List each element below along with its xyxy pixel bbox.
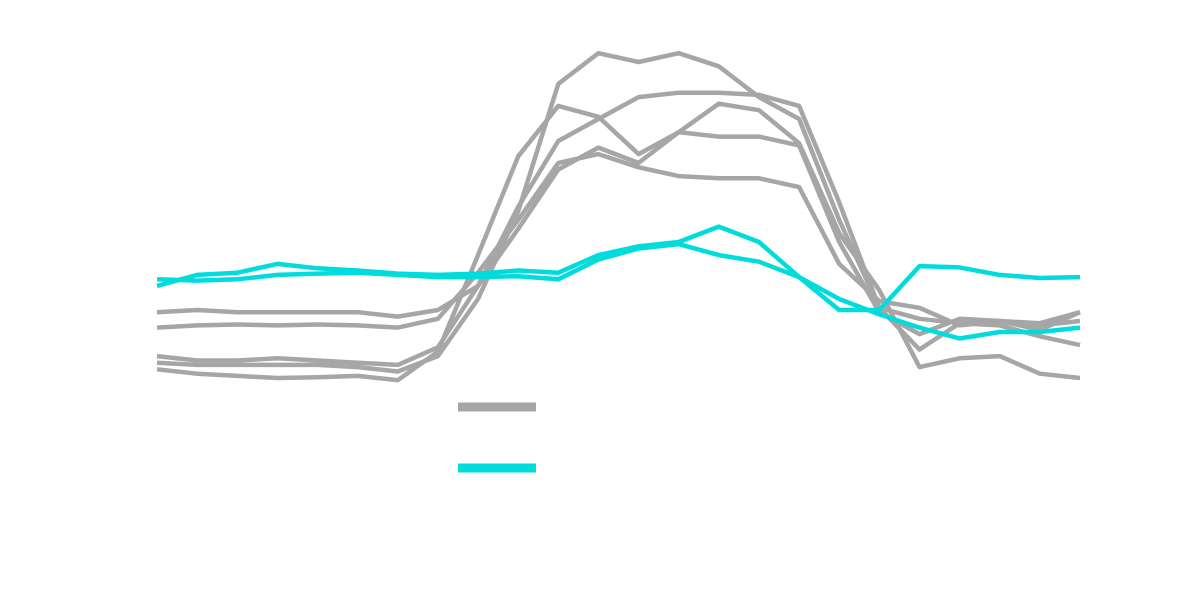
series-line-gray-4 xyxy=(156,101,1081,383)
series-line-gray-0 xyxy=(156,90,1081,333)
series-line-gray-1 xyxy=(156,151,1081,330)
series-layer xyxy=(156,50,1081,383)
series-line-gray-3 xyxy=(156,50,1081,374)
series-line-cyan-5 xyxy=(156,224,1081,313)
legend xyxy=(458,402,536,473)
series-line-cyan-6 xyxy=(156,241,1081,341)
